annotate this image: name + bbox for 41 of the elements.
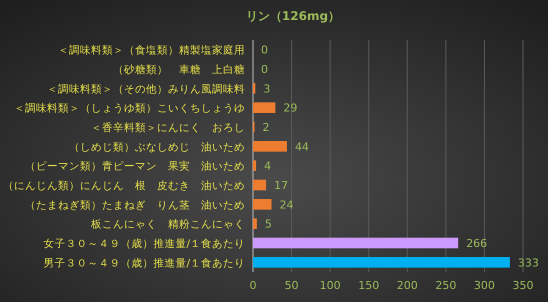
chart-title: リン（126mg） <box>246 9 340 23</box>
x-tick-label: 350 <box>512 279 534 292</box>
data-label: 44 <box>294 140 309 154</box>
x-tick-label: 0 <box>250 279 256 292</box>
x-tick-label: 300 <box>474 279 495 292</box>
data-label: 333 <box>518 256 539 270</box>
data-label: 266 <box>466 237 488 250</box>
bar <box>253 180 266 190</box>
bar <box>253 160 256 171</box>
data-label: 5 <box>264 218 272 231</box>
x-tick-label: 150 <box>358 279 380 292</box>
data-label: 17 <box>274 179 288 192</box>
bar <box>253 257 510 268</box>
y-tick-label: ＜調味料類＞（食塩類）精製塩家庭用 <box>58 44 245 57</box>
y-tick-label: （にんじん類）にんじん 根 皮むき 油いため <box>3 179 245 192</box>
y-tick-label: ＜調味料類＞（その他）みりん風調味料 <box>47 82 245 96</box>
data-label: 29 <box>283 102 298 115</box>
y-tick-label: ＜調味料類＞（しょうゆ類）こいくちしょうゆ <box>14 102 245 115</box>
y-tick-label: ＜香辛料類＞にんにく おろし <box>91 121 245 134</box>
y-tick-label: （しめじ類）ぶなしめじ 油いため <box>69 140 245 154</box>
data-label: 3 <box>263 82 270 96</box>
x-tick-label: 100 <box>320 279 341 292</box>
data-label: 24 <box>280 198 294 212</box>
x-tick-label: 200 <box>396 279 418 292</box>
x-tick-label: 50 <box>284 279 299 292</box>
y-tick-label: （ピーマン類）青ピーマン 果実 油いため <box>25 160 245 173</box>
x-tick-label: 250 <box>435 279 456 292</box>
y-tick-label: （たまねぎ類）たまねぎ りん茎 油いため <box>25 198 245 212</box>
y-tick-label: 男子３０～４９（歳）推進量/１食あたり <box>43 256 245 270</box>
data-label: 2 <box>262 121 270 134</box>
bar <box>253 102 276 113</box>
bar <box>253 141 287 152</box>
bar <box>253 218 257 229</box>
bar <box>253 238 458 248</box>
y-tick-label: 板こんにゃく 精粉こんにゃく <box>90 218 245 231</box>
bar <box>253 199 272 210</box>
y-tick-label: 女子３０～４９（歳）推進量/１食あたり <box>43 237 245 250</box>
data-label: 4 <box>264 160 272 173</box>
y-tick-label: （砂糖類） 車糖 上白糖 <box>113 63 245 76</box>
data-label: 0 <box>261 44 268 57</box>
data-label: 0 <box>261 63 268 76</box>
